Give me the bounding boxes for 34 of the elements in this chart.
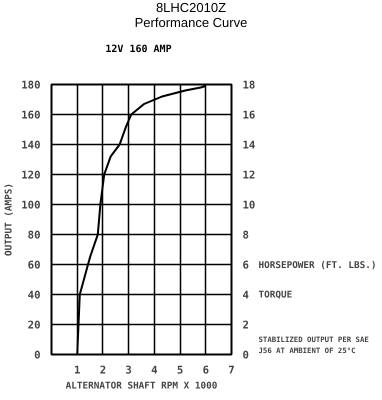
y2-tick-label: 14 <box>242 138 256 152</box>
y-axis-title: OUTPUT (AMPS) <box>3 182 14 256</box>
y-tick-label: 0 <box>34 348 41 362</box>
x-tick-label: 4 <box>151 364 158 376</box>
x-tick-label: 1 <box>74 364 80 376</box>
y2-tick-label: 6 <box>242 258 249 272</box>
y2-tick-label: 10 <box>242 198 256 212</box>
x-tick-label: 5 <box>176 364 184 376</box>
x-tick-label: 7 <box>228 364 235 376</box>
y2-tick-label: 0 <box>242 348 249 362</box>
y2-tick-label: 4 <box>242 288 249 302</box>
y2-tick-label: 12 <box>242 168 256 182</box>
chart-title: 8LHC2010Z <box>154 0 228 15</box>
y-tick-label: 140 <box>21 138 41 152</box>
y2-tick-label: 18 <box>242 78 256 92</box>
y-tick-label: 40 <box>28 288 41 302</box>
chart-subtitle: Performance Curve <box>134 15 248 30</box>
y-tick-label: 120 <box>21 168 41 182</box>
y-tick-label: 180 <box>21 78 41 92</box>
y-tick-label: 60 <box>28 258 41 272</box>
y-tick-label: 20 <box>28 318 41 332</box>
text: 12V 160 AMP <box>104 44 173 55</box>
text: HORSEPOWER (FT. LBS.) <box>258 260 376 271</box>
x-tick-label: 6 <box>202 364 209 376</box>
y2-tick-label: 8 <box>242 228 249 242</box>
y2-tick-label: 16 <box>242 108 256 122</box>
x-tick-label: 2 <box>100 364 106 376</box>
y2-tick-label: 2 <box>242 318 249 332</box>
x-tick-label: 3 <box>125 364 132 376</box>
y-tick-label: 80 <box>28 228 41 242</box>
y-tick-label: 100 <box>21 198 41 212</box>
x-axis-title: ALTERNATOR SHAFT RPM X 1000 <box>66 380 218 392</box>
text: TORQUE <box>258 290 292 301</box>
y-tick-label: 160 <box>21 108 41 122</box>
